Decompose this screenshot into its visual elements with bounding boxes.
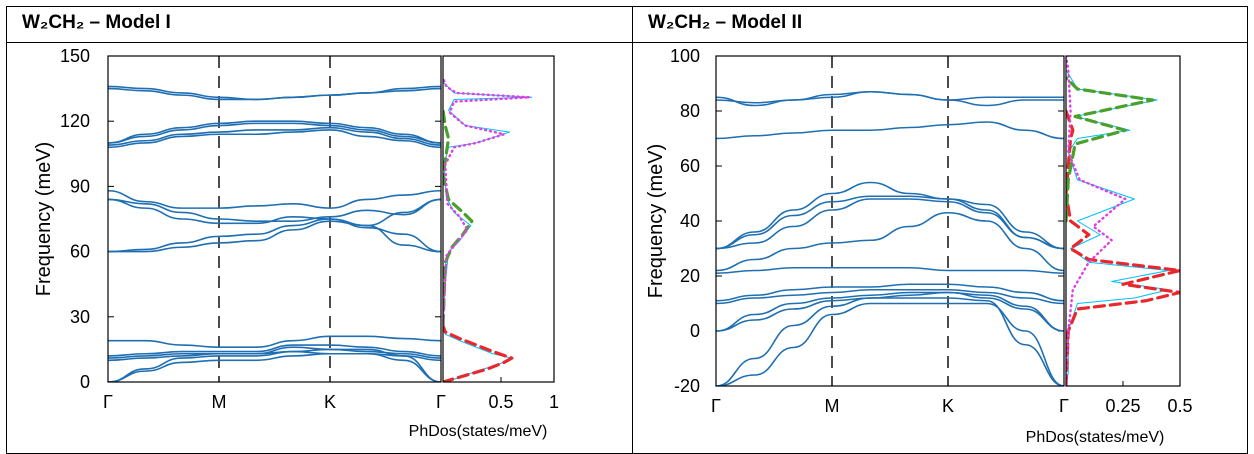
phonon-band bbox=[716, 181, 1064, 250]
phonon-band bbox=[716, 291, 1064, 332]
k-point-label: K bbox=[324, 392, 336, 412]
dos-curve bbox=[443, 76, 531, 327]
y-tick-label: 80 bbox=[680, 101, 700, 121]
phonon-band bbox=[108, 87, 441, 101]
y-tick-label: 30 bbox=[70, 307, 90, 327]
dos-curve bbox=[443, 108, 474, 328]
k-point-label: Γ bbox=[103, 392, 113, 412]
k-point-label: M bbox=[212, 392, 227, 412]
y-tick-label: 60 bbox=[680, 156, 700, 176]
dos-curve bbox=[1066, 109, 1180, 386]
phonon-band bbox=[716, 121, 1064, 140]
band-axes-box bbox=[715, 55, 1065, 387]
phonon-band bbox=[108, 352, 441, 382]
phonon-band bbox=[716, 291, 1064, 332]
k-point-label: Γ bbox=[1059, 396, 1069, 416]
dos-axes-box bbox=[442, 55, 555, 383]
y-axis-label: Frequency (meV) bbox=[645, 144, 667, 299]
band-axes-box bbox=[107, 55, 442, 383]
y-tick-label: 0 bbox=[80, 372, 90, 392]
phonon-band bbox=[716, 195, 1064, 250]
band-group bbox=[108, 85, 441, 382]
phonon-band bbox=[108, 220, 441, 253]
y-tick-label: 0 bbox=[690, 321, 700, 341]
phonon-band bbox=[108, 198, 441, 227]
band-group bbox=[716, 90, 1064, 386]
y-tick-label: 90 bbox=[70, 176, 90, 196]
phonon-band bbox=[108, 335, 441, 349]
phonon-band bbox=[108, 120, 441, 144]
phonon-band bbox=[716, 266, 1064, 275]
y-tick-label: 150 bbox=[60, 46, 90, 66]
dos-x-axis-label: PhDos(states/meV) bbox=[409, 423, 548, 440]
k-point-label: Γ bbox=[436, 392, 446, 412]
phonon-band bbox=[108, 344, 441, 357]
y-tick-label: 120 bbox=[60, 111, 90, 131]
dos-curve bbox=[443, 323, 514, 382]
y-tick-label: 20 bbox=[680, 266, 700, 286]
panel-title-model-ii: W₂CH₂ – Model II bbox=[648, 12, 803, 33]
phonon-band bbox=[108, 85, 441, 101]
k-point-label: Γ bbox=[711, 396, 721, 416]
phonon-chart-model-i: 0 30 60 90 120 150 Frequency (meV) Γ M K Γ 0.5 1PhDo… bbox=[33, 46, 559, 440]
dos-x-tick-label: 1 bbox=[549, 392, 559, 412]
phonon-band bbox=[716, 297, 1064, 386]
dos-x-tick-label: 0.5 bbox=[488, 392, 513, 412]
phonon-band bbox=[716, 288, 1064, 305]
phonon-band bbox=[716, 211, 1064, 272]
y-tick-label: -20 bbox=[674, 376, 700, 396]
dos-x-tick-label: 0.25 bbox=[1105, 396, 1140, 416]
y-tick-label: 40 bbox=[680, 211, 700, 231]
phonon-band bbox=[108, 198, 441, 222]
dos-curve bbox=[1066, 76, 1155, 223]
dos-x-axis-label: PhDos(states/meV) bbox=[1026, 429, 1165, 446]
phonon-band bbox=[108, 346, 441, 359]
phonon-chart-model-ii: -20 0 20 40 60 80 100 Frequency (meV) Γ M K Γ 0.25 0.… bbox=[645, 46, 1193, 446]
phonon-band bbox=[108, 129, 441, 149]
phonon-band bbox=[716, 283, 1064, 302]
phonon-band bbox=[108, 350, 441, 362]
dos-group bbox=[1066, 56, 1180, 386]
phonon-band bbox=[108, 126, 441, 146]
y-tick-label: 100 bbox=[670, 46, 700, 66]
y-axis-label: Frequency (meV) bbox=[33, 142, 55, 297]
phonon-band bbox=[108, 218, 441, 253]
dos-group bbox=[443, 76, 533, 382]
k-point-label: M bbox=[825, 396, 840, 416]
panel-title-model-i: W₂CH₂ – Model I bbox=[22, 12, 171, 33]
y-tick-label: 60 bbox=[70, 242, 90, 262]
dos-x-tick-label: 0.5 bbox=[1167, 396, 1192, 416]
dos-curve bbox=[1066, 56, 1127, 386]
k-point-label: K bbox=[942, 396, 954, 416]
phonon-band bbox=[108, 348, 441, 382]
phonon-band bbox=[108, 189, 441, 209]
phonon-band bbox=[716, 302, 1064, 386]
phonon-band bbox=[108, 122, 441, 144]
phonon-band bbox=[716, 90, 1064, 107]
